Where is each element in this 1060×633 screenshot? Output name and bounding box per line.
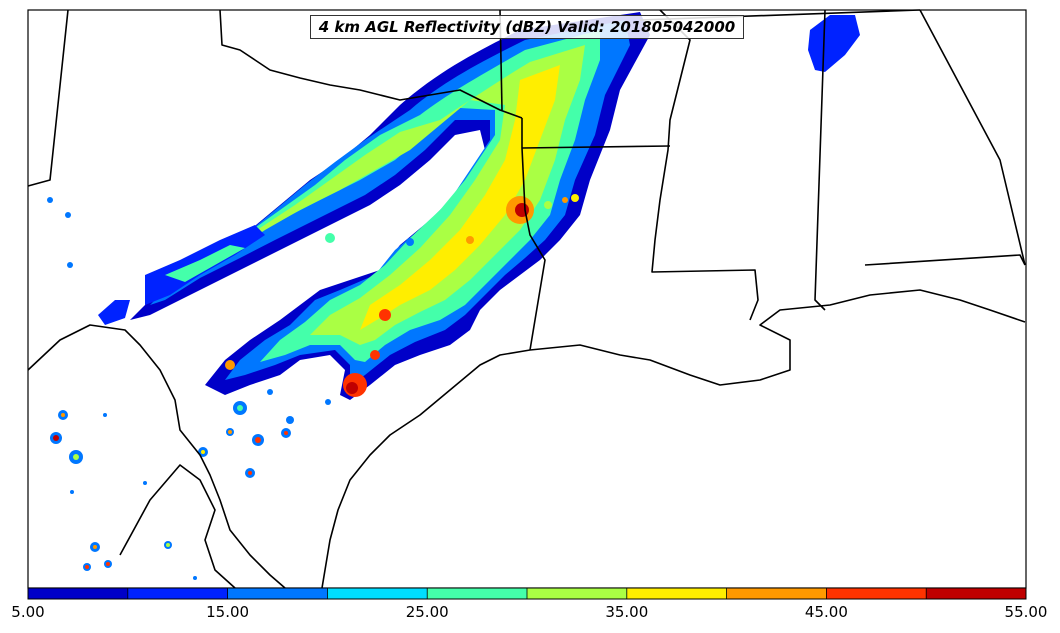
- border-tx-ar-la: [521, 118, 546, 351]
- map-title: 4 km AGL Reflectivity (dBZ) Valid: 20180…: [310, 15, 744, 39]
- echo-core: [346, 382, 358, 394]
- colorbar-bin: [527, 588, 627, 599]
- echo-band-main-25: [185, 30, 600, 362]
- colorbar-tick-label: 55.00: [1004, 603, 1048, 621]
- colorbar-tick-label: 45.00: [804, 603, 848, 621]
- echo-band-main-40: [360, 65, 560, 330]
- colorbar-bin: [726, 588, 827, 599]
- echo-band-west2: [98, 300, 130, 325]
- echo-core: [370, 350, 380, 360]
- border-mississippi-river: [651, 9, 759, 321]
- colorbar-tick-label: 15.00: [206, 603, 250, 621]
- echo-core: [466, 236, 474, 244]
- coast-louisiana: [529, 289, 1026, 386]
- colorbar-bin: [127, 588, 228, 599]
- colorbar-bin: [227, 588, 328, 599]
- border-red-river: [219, 9, 523, 119]
- border-al-ga: [919, 9, 1026, 266]
- coast-gulf: [321, 349, 531, 589]
- colorbar-bin: [626, 588, 727, 599]
- colorbar-bin: [28, 588, 128, 599]
- geographic-borders: [27, 9, 1026, 589]
- reflectivity-field: [47, 12, 860, 580]
- echo-band-west-inner: [165, 245, 245, 282]
- echo-core: [379, 309, 391, 321]
- border-fl-panhandle: [864, 254, 1026, 266]
- colorbar-bin: [427, 588, 527, 599]
- colorbar: [27, 587, 1027, 600]
- border-nm-tx: [27, 9, 69, 187]
- colorbar-tick-label: 25.00: [405, 603, 449, 621]
- colorbar-bin: [926, 588, 1026, 599]
- echo-northeast: [808, 15, 860, 72]
- border-rio-grande: [27, 324, 286, 589]
- colorbar-bin: [327, 588, 428, 599]
- echo-core: [225, 360, 235, 370]
- border-mexico-states: [119, 464, 236, 589]
- colorbar-tick-label: 5.00: [11, 603, 45, 621]
- border-ms-al: [814, 9, 826, 311]
- echo-core: [515, 203, 529, 217]
- colorbar-bin: [826, 588, 927, 599]
- colorbar-tick-label: 35.00: [605, 603, 649, 621]
- border-ar-la: [521, 145, 671, 149]
- scattered-cells: [47, 194, 579, 580]
